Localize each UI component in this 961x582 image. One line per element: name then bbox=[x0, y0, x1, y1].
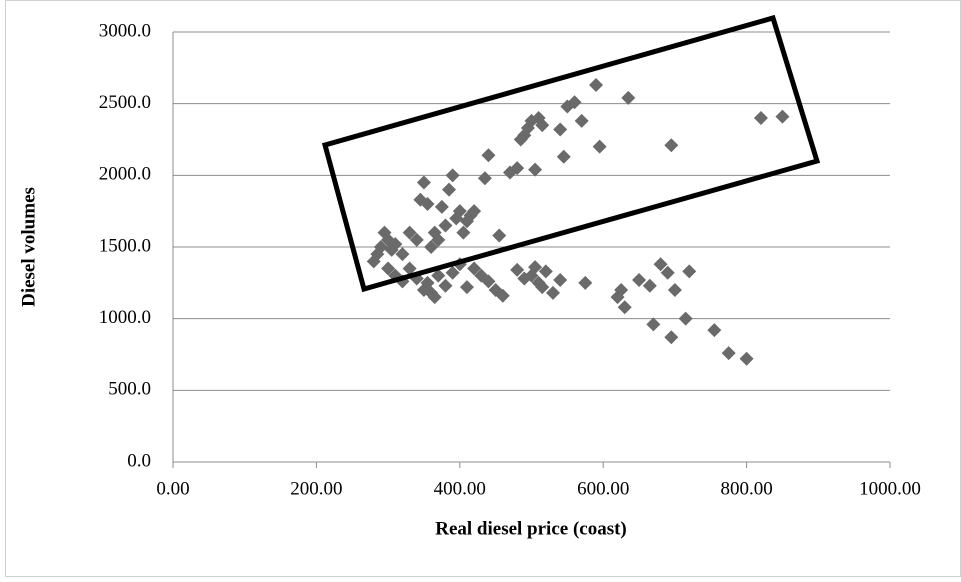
point bbox=[373, 240, 388, 254]
point bbox=[402, 261, 417, 276]
point bbox=[467, 204, 482, 219]
point bbox=[434, 199, 449, 214]
point bbox=[445, 168, 460, 183]
y-tick-label: 2000.0 bbox=[99, 164, 151, 185]
point bbox=[456, 225, 471, 240]
point bbox=[553, 122, 568, 137]
point bbox=[775, 109, 790, 124]
point bbox=[459, 280, 474, 295]
x-tick-label: 0.00 bbox=[156, 478, 189, 499]
point bbox=[452, 204, 467, 219]
point bbox=[431, 232, 446, 247]
point bbox=[678, 311, 693, 326]
point bbox=[409, 232, 424, 247]
point bbox=[753, 111, 768, 125]
point bbox=[431, 268, 446, 283]
point bbox=[646, 317, 661, 332]
point bbox=[578, 275, 593, 290]
point bbox=[510, 262, 525, 277]
point bbox=[520, 121, 535, 136]
point bbox=[420, 197, 435, 211]
y-tick-label: 2500.0 bbox=[99, 92, 151, 113]
point bbox=[660, 265, 675, 280]
point bbox=[495, 288, 510, 303]
x-tick-label: 400.00 bbox=[434, 478, 486, 499]
x-axis-title: Real diesel price (coast) bbox=[435, 518, 627, 539]
x-tick-label: 200.00 bbox=[290, 478, 342, 499]
chart-frame bbox=[5, 0, 961, 577]
point bbox=[438, 278, 453, 293]
point bbox=[574, 113, 589, 128]
x-tick-label: 1000.00 bbox=[859, 478, 921, 499]
point bbox=[467, 261, 482, 276]
point bbox=[589, 78, 604, 93]
point bbox=[682, 264, 697, 279]
marks bbox=[366, 78, 790, 366]
point bbox=[621, 90, 636, 105]
x-tick-label: 600.00 bbox=[577, 478, 629, 499]
point bbox=[481, 148, 496, 163]
point bbox=[707, 323, 722, 338]
point bbox=[442, 182, 457, 197]
point bbox=[477, 171, 492, 186]
point bbox=[438, 218, 453, 233]
point bbox=[546, 285, 561, 300]
point bbox=[667, 283, 682, 297]
point bbox=[416, 175, 431, 190]
point bbox=[381, 261, 396, 276]
point bbox=[617, 300, 632, 315]
y-tick-label: 500.0 bbox=[108, 379, 151, 400]
point bbox=[395, 247, 410, 262]
point bbox=[481, 274, 496, 289]
point bbox=[528, 260, 543, 275]
y-tick-label: 1500.0 bbox=[99, 235, 151, 256]
point bbox=[664, 330, 679, 345]
point bbox=[388, 237, 403, 252]
y-tick-label: 1000.0 bbox=[99, 307, 151, 328]
point bbox=[535, 280, 550, 295]
point bbox=[553, 272, 568, 287]
point bbox=[739, 351, 754, 366]
point bbox=[614, 283, 629, 297]
point bbox=[424, 240, 439, 254]
point bbox=[445, 265, 460, 280]
point bbox=[567, 95, 582, 110]
point bbox=[664, 138, 679, 153]
point bbox=[538, 264, 553, 279]
point bbox=[642, 278, 657, 293]
point bbox=[653, 257, 668, 272]
point bbox=[510, 161, 525, 176]
point bbox=[556, 149, 571, 164]
point bbox=[492, 228, 507, 243]
point bbox=[402, 225, 417, 240]
point bbox=[721, 346, 736, 361]
highlight-box bbox=[321, 14, 821, 293]
y-axis-title: Diesel volumes bbox=[18, 187, 39, 307]
point bbox=[592, 139, 607, 154]
x-tick-label: 800.00 bbox=[720, 478, 772, 499]
y-tick-label: 0.0 bbox=[127, 450, 151, 471]
point bbox=[528, 162, 543, 177]
point bbox=[535, 118, 550, 133]
y-tick-label: 3000.0 bbox=[99, 20, 151, 41]
point bbox=[632, 272, 647, 287]
point bbox=[427, 290, 442, 305]
